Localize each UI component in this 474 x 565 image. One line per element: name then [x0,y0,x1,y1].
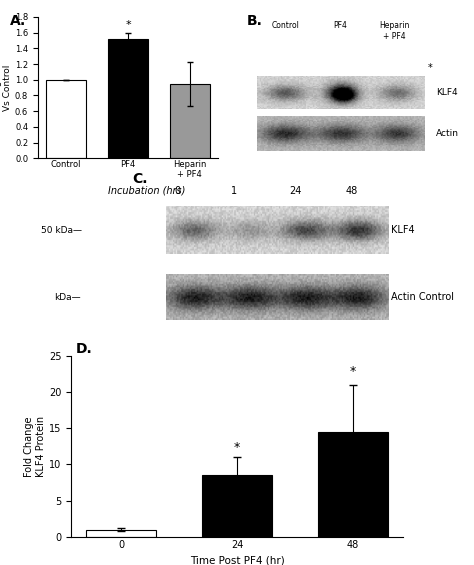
Bar [108,39,148,158]
Y-axis label: Fold Change mRNA
Vs Control: Fold Change mRNA Vs Control [0,44,12,131]
Text: 48: 48 [346,186,358,196]
Text: Heparin
+ PF4: Heparin + PF4 [380,21,410,41]
Y-axis label: Fold Change
KLF4 Protein: Fold Change KLF4 Protein [25,416,46,477]
Text: Incubation (hrs): Incubation (hrs) [108,186,185,196]
Text: 1: 1 [230,186,237,196]
Text: KLF4: KLF4 [436,88,458,97]
Text: 24: 24 [290,186,302,196]
Text: *: * [234,441,240,454]
Text: *: * [125,20,131,31]
Text: D.: D. [76,342,92,356]
Text: 0: 0 [175,186,181,196]
Bar [86,529,156,537]
Text: C.: C. [133,172,148,186]
Text: B.: B. [246,14,262,28]
Text: 50 kDa—: 50 kDa— [41,225,82,234]
Text: *: * [427,63,432,73]
Text: Control: Control [272,21,300,30]
Bar [318,432,388,537]
Text: Actin: Actin [436,129,459,138]
Bar [46,80,86,158]
Text: kDa—: kDa— [55,293,81,302]
Text: Actin Control: Actin Control [391,292,454,302]
Text: PF4: PF4 [333,21,347,30]
Bar [202,475,272,537]
Text: *: * [350,364,356,377]
Text: KLF4: KLF4 [391,225,415,235]
Bar [170,84,210,158]
Text: A.: A. [9,14,26,28]
X-axis label: Time Post PF4 (hr): Time Post PF4 (hr) [190,555,284,565]
